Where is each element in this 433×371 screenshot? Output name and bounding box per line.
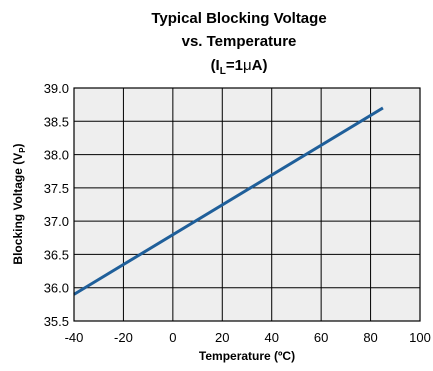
series-layer [73,106,384,296]
chart-title-line-3-prefix: (I [211,57,220,74]
series-line-0 [73,106,384,296]
plot-area-background [74,88,420,321]
x-tick-label-3: 20 [215,330,229,345]
y-tick-labels: 35.5 36.0 36.5 37.0 37.5 38.0 38.5 39.0 [44,81,69,329]
chart-title-line-3-suffix: A) [252,57,268,74]
plot-area-frame [73,87,421,322]
y-tick-label-1: 36.0 [44,281,69,296]
y-tick-label-5: 38.0 [44,148,69,163]
chart-title-line-3-mu: μ [243,57,252,74]
y-tick-label-6: 38.5 [44,114,69,129]
y-tick-label-2: 36.5 [44,247,69,262]
y-tick-label-0: 35.5 [44,314,69,329]
chart-title-line-3-subscript: L [220,66,226,77]
y-tick-label-3: 37.0 [44,214,69,229]
x-tick-labels: -40 -20 0 20 40 60 80 100 [65,330,431,345]
chart-title-line-3-mid: =1 [226,57,243,74]
x-tick-label-0: -40 [65,330,84,345]
x-axis-title: Temperature (ºC) [199,349,295,363]
y-axis-title-suffix: ) [11,143,25,147]
y-tick-label-4: 37.5 [44,181,69,196]
x-tick-label-1: -20 [114,330,133,345]
x-tick-label-7: 100 [409,330,431,345]
y-axis-title-subscript: P [18,147,27,153]
y-axis-title-prefix: Blocking Voltage (V [11,153,25,265]
x-tick-label-5: 60 [314,330,328,345]
y-tick-label-7: 39.0 [44,81,69,96]
grid-lines [74,88,420,321]
x-tick-label-4: 40 [264,330,278,345]
chart-title-line-2: vs. Temperature [182,33,297,50]
y-axis-title: Blocking Voltage (VP) [11,143,27,264]
x-tick-label-2: 0 [169,330,176,345]
chart-title-line-1: Typical Blocking Voltage [151,10,326,27]
x-tick-label-6: 80 [363,330,377,345]
chart-title-line-3: (IL=1μA) [211,57,268,77]
